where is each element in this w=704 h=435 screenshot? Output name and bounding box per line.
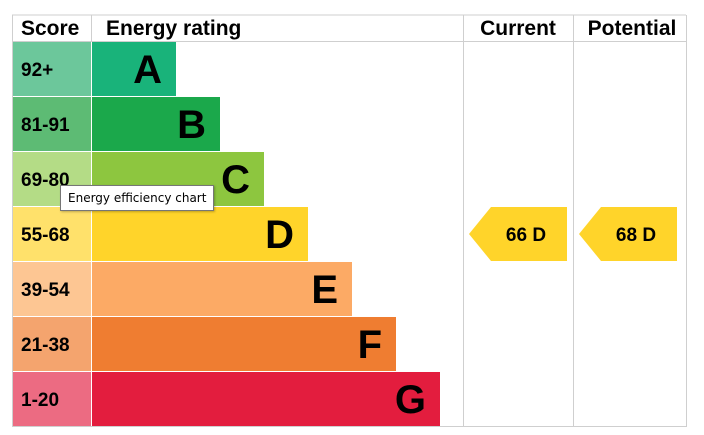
band-bar-a — [92, 42, 176, 96]
rating-bands: 92+ A 81-91 B 69-80 C 55-68 D 39-54 E 21-38 F 1-20 G — [13, 42, 440, 426]
score-cell-a — [13, 42, 91, 96]
score-label-g: 1-20 — [21, 390, 59, 411]
score-cell-f — [13, 317, 91, 371]
score-cell-e — [13, 262, 91, 316]
band-letter-e: E — [311, 268, 338, 312]
band-letter-b: B — [177, 103, 206, 147]
header-potential: Potential — [588, 17, 677, 40]
header-score: Score — [21, 17, 79, 40]
chart-tooltip: Energy efficiency chart — [60, 185, 215, 211]
band-letter-d: D — [265, 213, 294, 257]
score-label-f: 21-38 — [21, 335, 70, 356]
rating-indicators: 66 D 68 D — [469, 207, 677, 261]
band-bar-f — [92, 317, 396, 371]
score-cell-b — [13, 97, 91, 151]
score-label-a: 92+ — [21, 60, 53, 81]
score-label-d: 55-68 — [21, 225, 70, 246]
header-current: Current — [480, 17, 556, 40]
potential-rating-label: 68 D — [616, 225, 656, 246]
header-energy-rating: Energy rating — [106, 17, 241, 40]
band-letter-f: F — [358, 323, 382, 367]
band-letter-g: G — [395, 378, 426, 422]
score-label-c: 69-80 — [21, 170, 70, 191]
band-bar-b — [92, 97, 220, 151]
band-letter-a: A — [133, 48, 162, 92]
score-cell-g — [13, 372, 91, 426]
potential-rating-arrow — [579, 207, 677, 261]
grid-lines — [12, 14, 687, 427]
current-rating-arrow — [469, 207, 567, 261]
band-bar-e — [92, 262, 352, 316]
score-cell-d — [13, 207, 91, 261]
current-rating-label: 66 D — [506, 225, 546, 246]
band-bar-d — [92, 207, 308, 261]
score-label-e: 39-54 — [21, 280, 70, 301]
score-label-b: 81-91 — [21, 115, 70, 136]
band-bar-g — [92, 372, 440, 426]
band-letter-c: C — [221, 158, 250, 202]
